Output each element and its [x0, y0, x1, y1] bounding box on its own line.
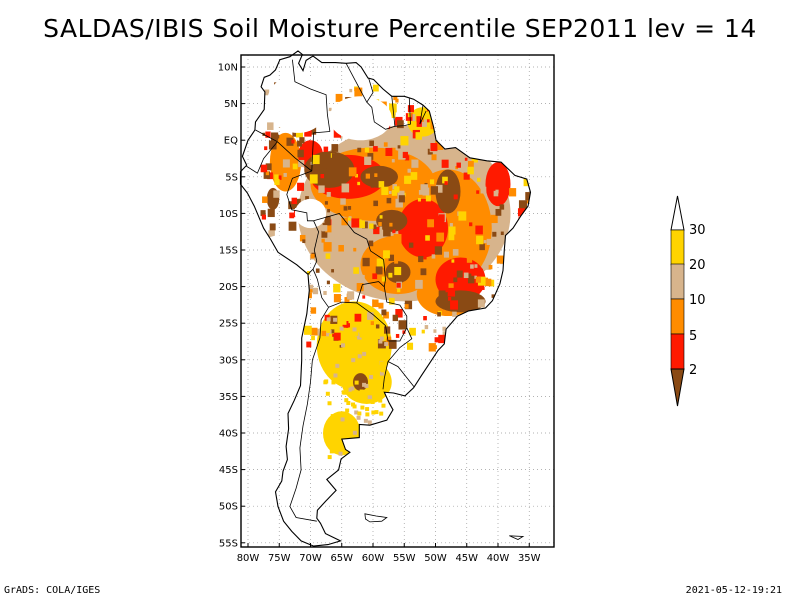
lat-label: 50S [219, 502, 238, 513]
lon-label: 80W [237, 553, 260, 564]
lat-label: 30S [219, 355, 238, 366]
lat-label: 15S [219, 246, 238, 257]
lat-label: 25S [219, 319, 238, 330]
lon-label: 70W [299, 553, 322, 564]
lon-label: 35W [518, 553, 541, 564]
lon-label: 40W [487, 553, 510, 564]
country-borders [245, 59, 525, 540]
color-legend: 2 5 10 20 30 [670, 195, 706, 407]
map-frame [240, 54, 555, 548]
lon-label: 55W [393, 553, 416, 564]
legend-label: 2 [689, 363, 697, 378]
lon-label: 60W [362, 553, 385, 564]
lat-label: 40S [219, 429, 238, 440]
lat-label: 20S [219, 282, 238, 293]
lat-label: 45S [219, 465, 238, 476]
legend-label: 20 [689, 258, 706, 273]
latitude-labels: 10N 5N EQ 5S 10S 15S 20S 25S 30S 35S 40S 45S 50S 55S [218, 63, 245, 549]
lon-label: 50W [424, 553, 447, 564]
lat-label: 10N [218, 63, 238, 74]
map-title: SALDAS/IBIS Soil Moisture Percentile SEP… [43, 14, 757, 43]
lon-label: 45W [455, 553, 478, 564]
legend-label: 5 [689, 329, 697, 344]
lon-label: 65W [330, 553, 353, 564]
continent-outline [239, 50, 532, 547]
longitude-labels: 80W 75W 70W 65W 60W 55W 50W 45W 40W 35W [237, 543, 541, 564]
lat-label: 55S [219, 538, 238, 549]
footer-timestamp: 2021-05-12-19:21 [685, 585, 782, 596]
lon-label: 75W [268, 553, 291, 564]
legend-label: 30 [689, 223, 706, 238]
lat-label: 5N [224, 99, 238, 110]
percentile-field [254, 74, 531, 466]
lat-label: 10S [219, 209, 238, 220]
lat-label: 35S [219, 392, 238, 403]
lat-label: 5S [225, 172, 238, 183]
footer-credit: GrADS: COLA/IGES [4, 585, 101, 596]
legend-label: 10 [689, 293, 706, 308]
lat-label: EQ [224, 136, 238, 147]
